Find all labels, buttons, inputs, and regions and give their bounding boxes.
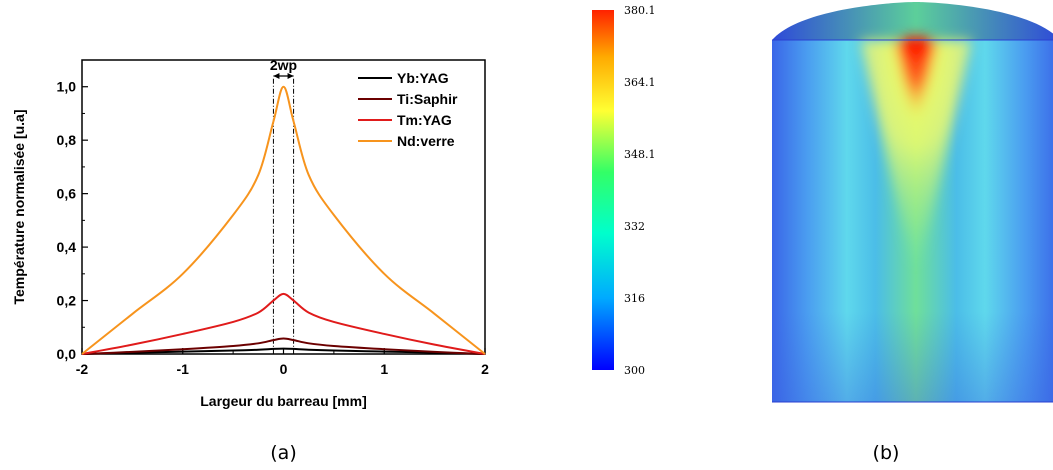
colorbar-tick-label: 348.1 [624,148,656,161]
y-tick-label: 1,0 [57,79,77,95]
colorbar-tick-label: 380.1 [624,4,656,17]
series-line-nd-verre [81,85,486,355]
series-line-ti-saphir [81,337,486,355]
colorbar-tick-label: 300 [624,364,645,377]
caption-b: (b) [873,442,900,464]
colorbar-ticks: 380.1 364.1 348.1 332 316 300 [624,4,656,377]
colorbar: 380.1 364.1 348.1 332 316 300 [592,4,656,377]
x-tick-label: 1 [380,361,388,377]
colorbar-tick-label: 364.1 [624,76,656,89]
legend-label: Yb:YAG [397,70,449,86]
x-tick-label: -1 [177,361,190,377]
temperature-profile-chart: -2 -1 0 1 2 0,0 0,2 0,4 0,6 0,8 1,0 2wp Yb:YAG Ti:S… [11,57,489,409]
x-tick-label: 2 [481,361,489,377]
x-axis-label: Largeur du barreau [mm] [200,393,366,409]
legend-label: Tm:YAG [397,112,452,128]
legend-label: Ti:Saphir [397,91,458,107]
y-tick-label: 0,8 [57,132,77,148]
series-line-tm-yag [81,292,486,355]
arrow-head-left [273,73,280,79]
arrow-head-right [287,73,294,79]
rod-bottom-shade [772,40,1053,402]
legend: Yb:YAG Ti:Saphir Tm:YAG Nd:verre [358,70,458,149]
colorbar-gradient [592,10,614,370]
legend-label: Nd:verre [397,133,455,149]
rod-cap [772,2,1053,40]
annotation-2wp: 2wp [270,57,297,73]
axis-ticks: -2 -1 0 1 2 0,0 0,2 0,4 0,6 0,8 1,0 [57,59,489,377]
y-tick-label: 0,4 [57,239,77,255]
x-tick-label: -2 [76,361,89,377]
colorbar-tick-label: 316 [624,292,645,305]
x-tick-label: 0 [280,361,288,377]
beam-width-guides: 2wp [270,57,297,354]
series-lines [81,85,486,355]
caption-a: (a) [270,442,296,464]
y-tick-label: 0,0 [57,346,77,362]
rod-temperature-map [772,2,1053,403]
y-tick-label: 0,2 [57,293,77,309]
y-axis-label: Température normalisée [u.a] [11,109,27,304]
y-tick-label: 0,6 [57,186,77,202]
colorbar-tick-label: 332 [624,220,645,233]
series-line-yb-yag [81,347,486,355]
